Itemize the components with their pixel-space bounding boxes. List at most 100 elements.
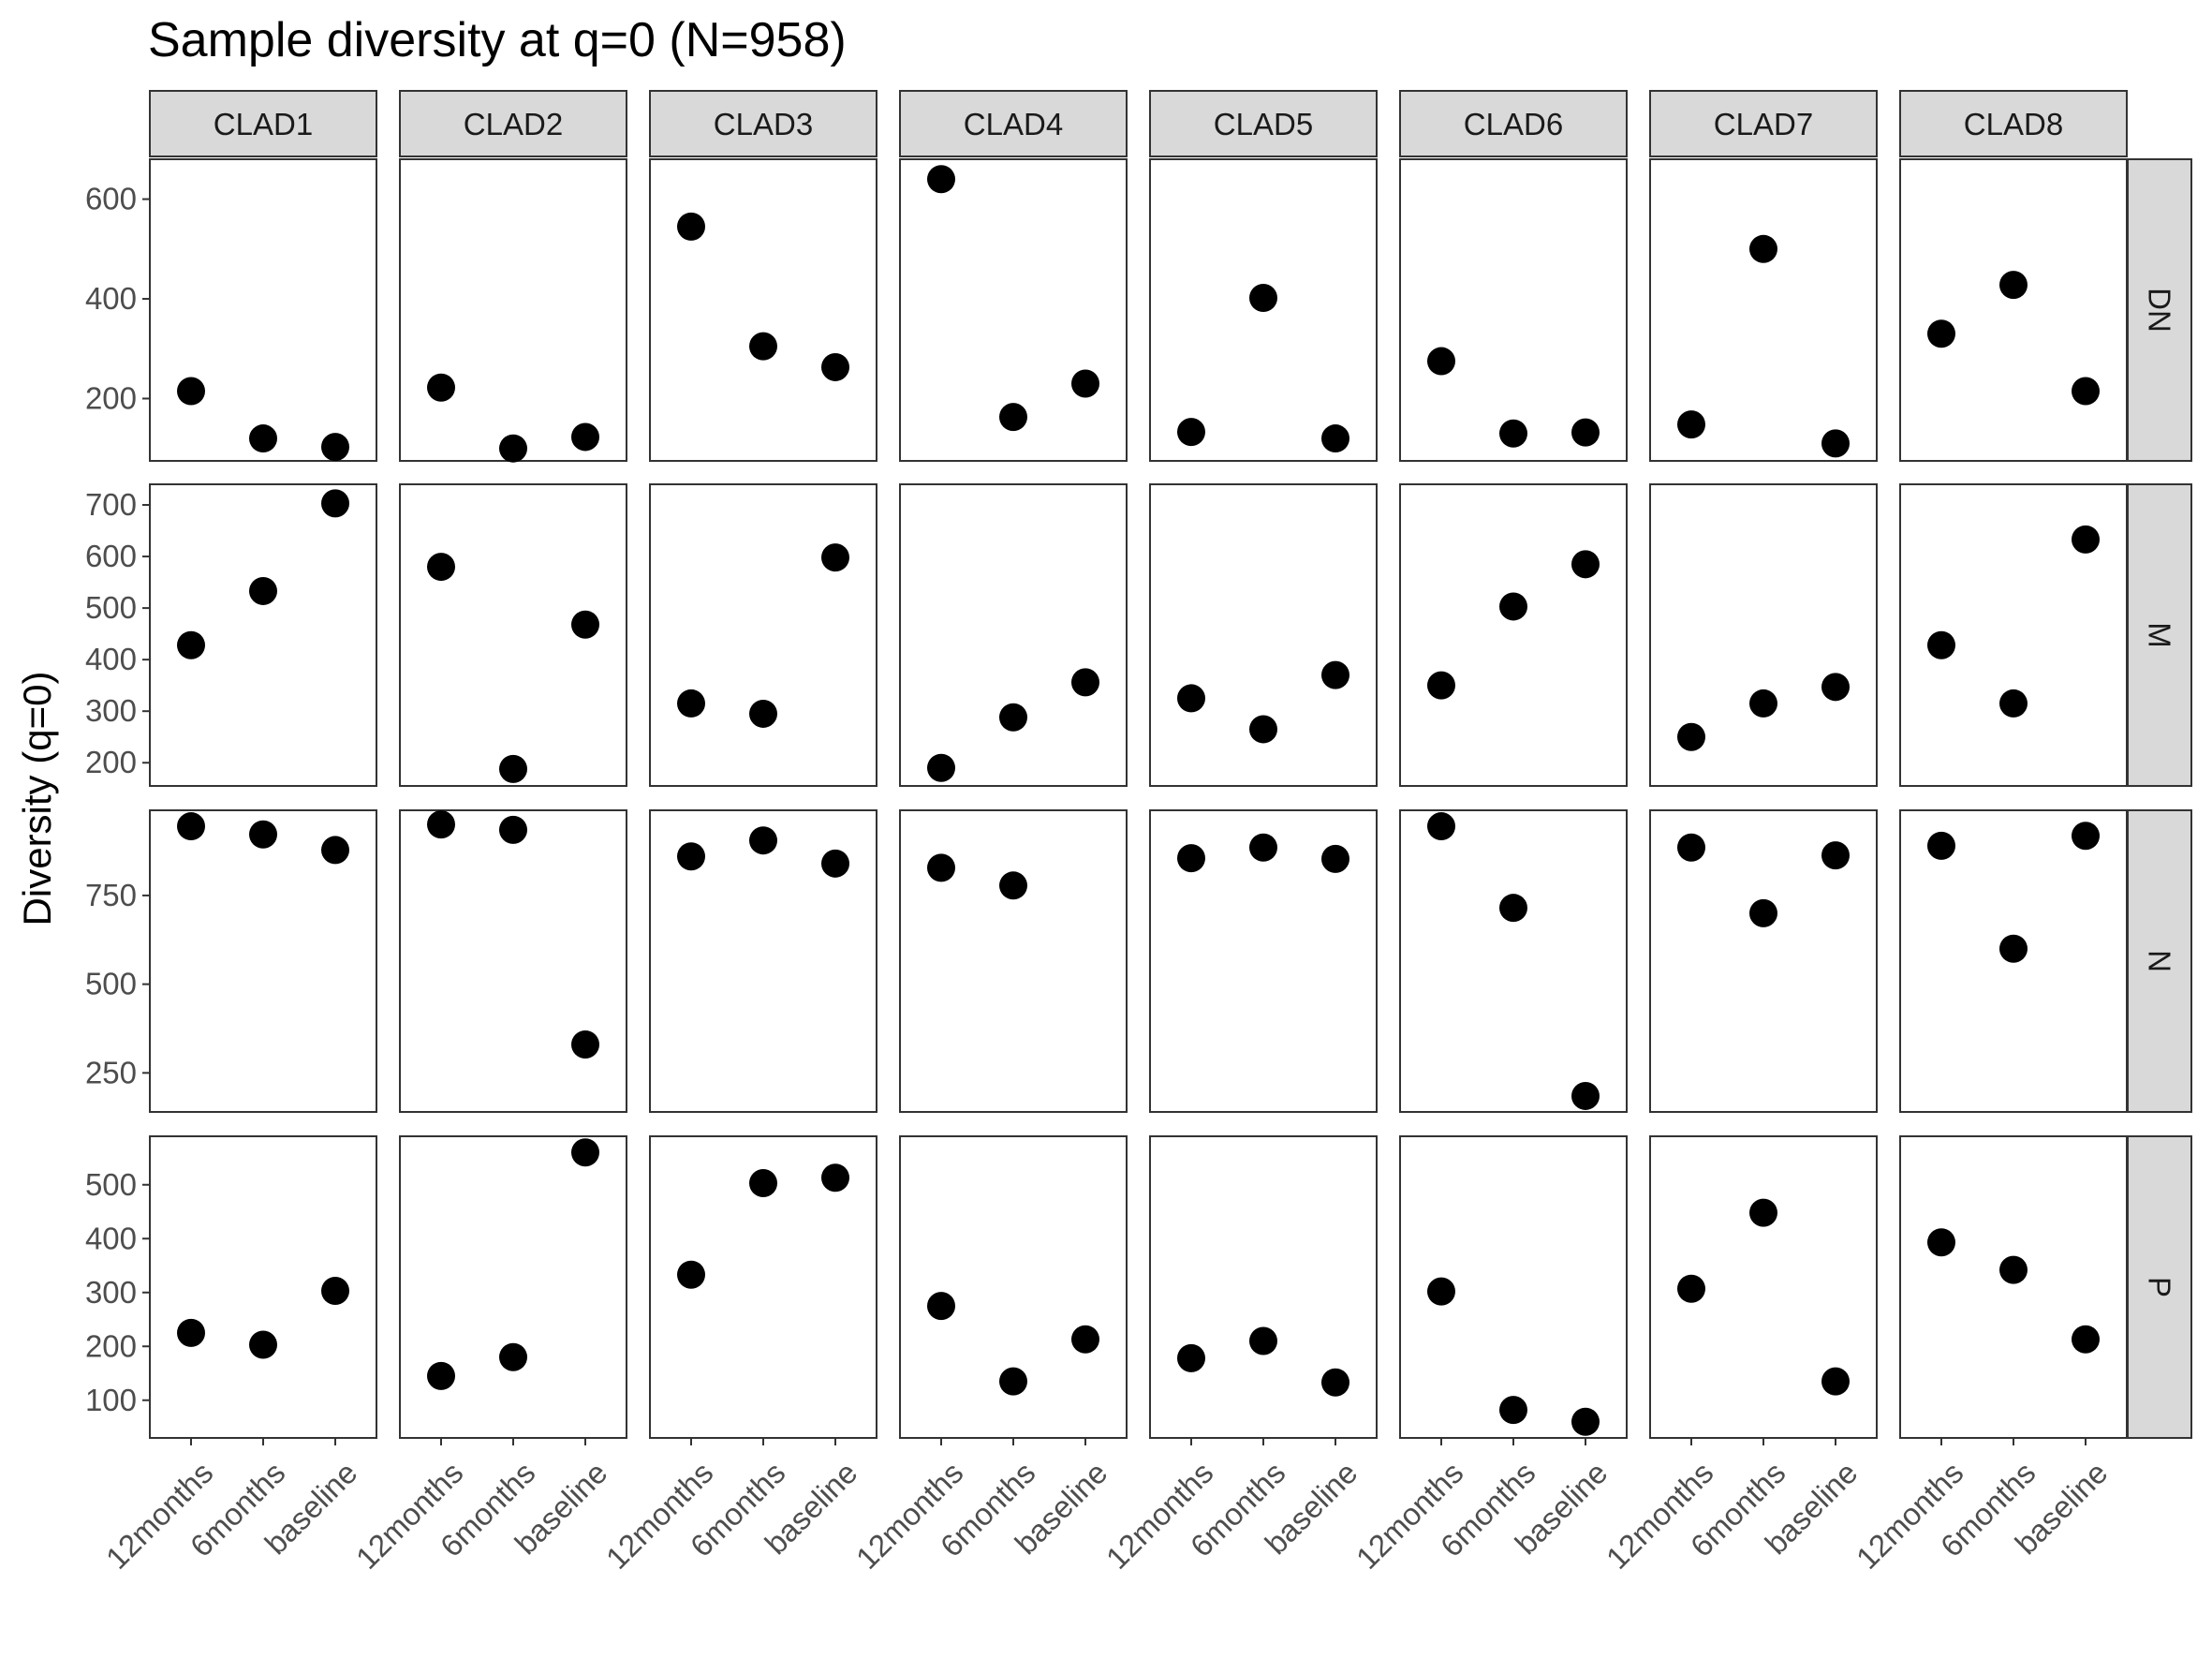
data-point — [1571, 1081, 1600, 1110]
data-point — [321, 489, 349, 518]
data-point — [749, 699, 777, 728]
data-point — [427, 810, 455, 839]
data-point — [1999, 1255, 2028, 1284]
y-tick-label: 500 — [85, 967, 137, 1001]
chart-title: Sample diversity at q=0 (N=958) — [148, 13, 847, 67]
data-point — [927, 753, 955, 782]
data-point — [499, 815, 527, 844]
data-point — [1677, 1274, 1705, 1303]
data-point — [1571, 418, 1600, 447]
panel-dn-clad2 — [399, 158, 627, 462]
data-point — [1677, 722, 1705, 751]
strip-label-clad1: CLAD1 — [214, 107, 313, 141]
strip-clad8 — [1899, 90, 2128, 157]
data-point — [821, 1163, 849, 1192]
data-point — [321, 836, 349, 865]
y-tick-label: 600 — [85, 539, 137, 573]
panel-dn-clad3 — [649, 158, 877, 462]
strip-label-row-p: P — [2143, 1277, 2177, 1297]
facet-panels: CLAD1 CLAD2 CLAD3 CLAD4 CLAD5 CLAD6 CLAD7 CLAD8… — [85, 90, 2192, 1576]
data-point — [1821, 673, 1850, 702]
data-point — [999, 1367, 1027, 1396]
data-point — [1499, 1396, 1527, 1425]
y-axis-title: Diversity (q=0) — [15, 672, 59, 926]
data-point — [571, 1030, 599, 1059]
y-tick-label: 500 — [85, 590, 137, 625]
y-tick-label: 400 — [85, 642, 137, 676]
data-point — [1071, 369, 1099, 398]
data-point — [177, 630, 205, 659]
data-point — [1427, 347, 1455, 376]
data-point — [821, 543, 849, 572]
data-point — [1499, 419, 1527, 448]
data-point — [1427, 1277, 1455, 1306]
y-tick-label: 200 — [85, 380, 137, 415]
data-point — [677, 842, 705, 871]
data-point — [1249, 1326, 1277, 1355]
data-point — [1177, 684, 1205, 713]
strip-label-clad2: CLAD2 — [464, 107, 563, 141]
data-point — [249, 1330, 277, 1359]
strip-label-row-dn: DN — [2143, 288, 2177, 333]
data-point — [1821, 429, 1850, 458]
y-tick-label: 750 — [85, 878, 137, 912]
data-point — [749, 332, 777, 361]
data-point — [927, 853, 955, 882]
strip-label-clad7: CLAD7 — [1714, 107, 1813, 141]
strip-label-clad5: CLAD5 — [1214, 107, 1313, 141]
strip-clad2 — [399, 90, 627, 157]
y-tick-label: 100 — [85, 1383, 137, 1417]
data-point — [1177, 418, 1205, 447]
y-tick-label: 300 — [85, 1275, 137, 1310]
data-point — [999, 403, 1027, 432]
data-point — [2072, 1325, 2100, 1354]
data-point — [1177, 844, 1205, 873]
y-tick-label: 600 — [85, 182, 137, 216]
panel-n-clad4 — [899, 809, 1128, 1113]
data-point — [177, 1318, 205, 1347]
strip-label-clad3: CLAD3 — [714, 107, 813, 141]
data-point — [571, 610, 599, 639]
data-point — [2072, 525, 2100, 554]
y-tick-label: 700 — [85, 487, 137, 522]
strip-label-clad4: CLAD4 — [964, 107, 1063, 141]
data-point — [821, 352, 849, 381]
data-point — [249, 424, 277, 453]
data-point — [1749, 898, 1777, 927]
panel-p-clad2 — [399, 1135, 627, 1439]
data-point — [249, 576, 277, 605]
data-point — [1071, 1325, 1099, 1354]
data-point — [749, 1169, 777, 1198]
data-point — [749, 826, 777, 855]
data-point — [927, 1292, 955, 1321]
data-point — [1071, 668, 1099, 697]
data-point — [571, 1138, 599, 1167]
strip-row-m — [2127, 483, 2192, 787]
strip-clad4 — [899, 90, 1128, 157]
data-point — [499, 434, 527, 463]
data-point — [1999, 271, 2028, 300]
data-point — [2072, 377, 2100, 406]
strip-clad7 — [1649, 90, 1878, 157]
data-point — [427, 373, 455, 402]
data-point — [1499, 894, 1527, 923]
panel-n-clad2 — [399, 809, 627, 1113]
panel-dn-clad1 — [149, 158, 377, 462]
y-tick-label: 400 — [85, 281, 137, 316]
data-point — [1499, 592, 1527, 621]
y-tick-label: 200 — [85, 745, 137, 779]
data-point — [1749, 234, 1777, 263]
strip-label-row-n: N — [2143, 950, 2177, 972]
data-point — [1999, 689, 2028, 718]
data-point — [1321, 844, 1349, 873]
y-tick-label: 200 — [85, 1328, 137, 1363]
y-tick-label: 300 — [85, 693, 137, 728]
data-point — [1249, 833, 1277, 862]
data-point — [1427, 671, 1455, 700]
data-point — [499, 1342, 527, 1371]
panel-dn-clad8 — [1899, 158, 2128, 462]
y-tick-label: 500 — [85, 1167, 137, 1202]
strip-clad1 — [149, 90, 377, 157]
data-point — [1677, 833, 1705, 862]
panel-m-clad6 — [1399, 483, 1628, 787]
